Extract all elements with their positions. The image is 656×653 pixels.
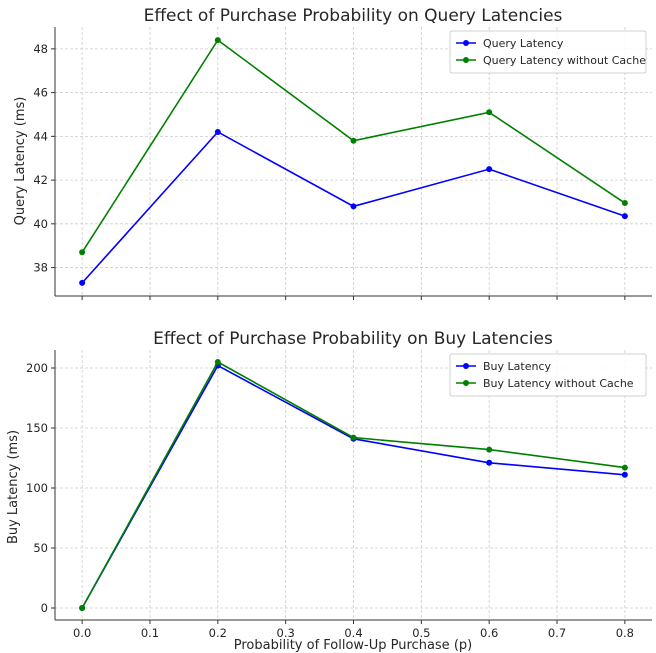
legend-box [449, 353, 647, 397]
x-tick-label: 0.7 [548, 626, 566, 640]
query-chart-ticks: 38 40 42 44 46 48 [33, 42, 626, 300]
data-point [621, 464, 628, 471]
legend-marker [463, 363, 469, 369]
data-point [214, 128, 221, 135]
data-point [79, 605, 86, 611]
data-point [486, 446, 493, 453]
y-tick-label: 150 [26, 421, 48, 435]
buy-chart-xlabel: Probability of Follow-Up Purchase (p) [234, 638, 472, 653]
x-tick-label: 0.0 [73, 626, 91, 640]
data-point [486, 166, 493, 173]
query-chart-axes [54, 27, 652, 297]
buy-chart-legend: Buy Latency Buy Latency without Cache [449, 353, 647, 397]
data-point [350, 434, 357, 441]
query-chart-ylabel: Query Latency (ms) [13, 97, 28, 226]
buy-chart-title: Effect of Purchase Probability on Buy La… [153, 329, 553, 349]
data-point [486, 109, 493, 116]
data-point [621, 471, 628, 478]
x-tick-label: 0.2 [209, 626, 227, 640]
legend-label: Buy Latency [483, 360, 551, 373]
y-tick-label: 100 [26, 481, 48, 495]
data-point [79, 279, 86, 286]
buy-chart-ylabel: Buy Latency (ms) [6, 430, 21, 544]
legend-marker [463, 57, 469, 63]
y-tick-label: 50 [33, 541, 48, 555]
x-tick-label: 0.5 [412, 626, 430, 640]
x-tick-label: 0.8 [616, 626, 634, 640]
y-tick-label: 38 [33, 261, 48, 275]
buy-chart-series [79, 359, 628, 611]
buy-chart-ticks: 0.0 0.1 0.2 0.3 0.4 0.5 0.6 0.7 0.8 0 50 100 150 200 [26, 361, 634, 640]
y-tick-label: 48 [33, 42, 48, 56]
x-tick-label: 0.6 [480, 626, 498, 640]
buy-chart-grid [55, 350, 652, 620]
data-point [621, 200, 628, 207]
legend-label: Query Latency [483, 37, 564, 50]
y-tick-label: 0 [41, 601, 48, 615]
legend-marker [463, 40, 469, 46]
data-point [79, 249, 86, 256]
legend-box [449, 30, 647, 74]
data-point [350, 203, 357, 210]
x-tick-label: 0.4 [344, 626, 362, 640]
buy-chart-axes [54, 350, 652, 621]
query-chart-title: Effect of Purchase Probability on Query … [144, 6, 563, 26]
buy-latency-chart: Effect of Purchase Probability on Buy La… [6, 329, 652, 653]
data-point [214, 37, 221, 44]
data-point [350, 137, 357, 144]
y-tick-label: 46 [33, 86, 48, 100]
x-tick-label: 0.1 [141, 626, 159, 640]
data-point [486, 459, 493, 466]
y-tick-label: 42 [33, 173, 48, 187]
x-tick-label: 0.3 [277, 626, 295, 640]
query-latency-chart: Effect of Purchase Probability on Query … [13, 6, 652, 300]
legend-label: Query Latency without Cache [483, 54, 646, 67]
legend-label: Buy Latency without Cache [483, 377, 634, 390]
legend-marker [463, 380, 469, 386]
y-tick-label: 200 [26, 361, 48, 375]
data-point [621, 213, 628, 220]
query-chart-series [79, 37, 628, 286]
data-point [214, 359, 221, 365]
query-chart-legend: Query Latency Query Latency without Cache [449, 30, 647, 74]
y-tick-label: 40 [33, 217, 48, 231]
y-tick-label: 44 [33, 129, 48, 143]
